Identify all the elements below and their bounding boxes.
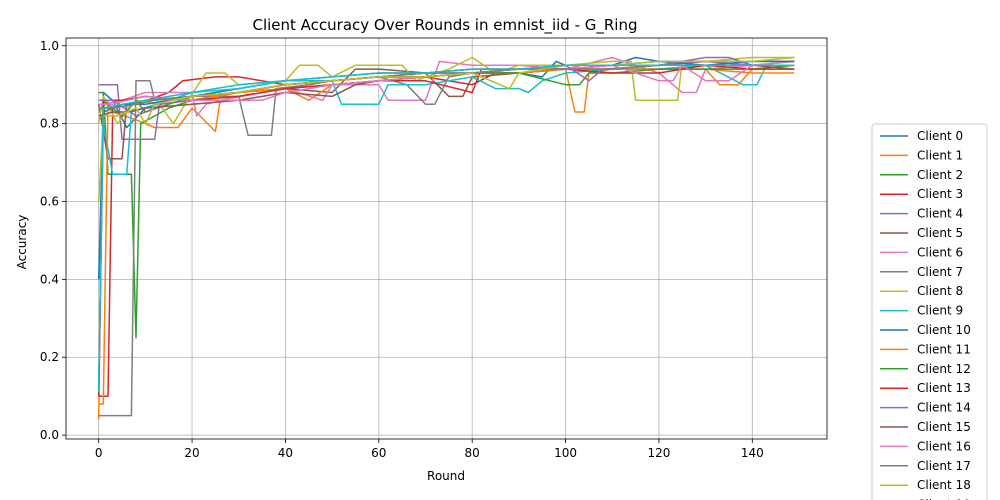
series-line-client-19 bbox=[97, 64, 795, 393]
y-tick-label: 1.0 bbox=[40, 39, 59, 53]
x-tick-label: 40 bbox=[278, 446, 293, 460]
series-line-client-3 bbox=[98, 60, 795, 397]
series-line-client-9 bbox=[97, 64, 795, 389]
x-tick-label: 100 bbox=[554, 446, 577, 460]
x-tick-label: 60 bbox=[371, 446, 386, 460]
y-tick-label: 0.4 bbox=[40, 272, 59, 286]
y-tick-label: 0.0 bbox=[40, 428, 59, 442]
series-line-client-5 bbox=[97, 64, 795, 160]
axis-ticks: 0 20 40 60 80 100 120 140 0.0 0.2 0.4 0.6 0.8 1.0 bbox=[40, 39, 764, 460]
legend-label: Client 12 bbox=[917, 362, 971, 376]
series-group bbox=[97, 56, 795, 420]
legend-label: Client 17 bbox=[917, 459, 971, 473]
legend-label: Client 19 bbox=[917, 498, 971, 500]
x-tick-label: 140 bbox=[741, 446, 764, 460]
x-axis-title: Round bbox=[427, 469, 465, 483]
legend-label: Client 5 bbox=[917, 226, 963, 240]
legend-label: Client 18 bbox=[917, 478, 971, 492]
legend-label: Client 8 bbox=[917, 284, 963, 298]
legend-label: Client 7 bbox=[917, 265, 963, 279]
x-tick-label: 0 bbox=[95, 446, 103, 460]
legend-label: Client 1 bbox=[917, 148, 963, 162]
legend-label: Client 6 bbox=[917, 245, 963, 259]
legend-label: Client 10 bbox=[917, 323, 971, 337]
y-axis-title: Accuracy bbox=[15, 215, 29, 270]
legend-label: Client 13 bbox=[917, 381, 971, 395]
series-line-client-13 bbox=[97, 64, 795, 397]
series-line-client-1 bbox=[97, 64, 795, 420]
grid bbox=[66, 38, 827, 439]
legend-label: Client 14 bbox=[917, 401, 971, 415]
plot-frame bbox=[65, 37, 828, 440]
legend-label: Client 3 bbox=[917, 187, 963, 201]
legend-label: Client 16 bbox=[917, 439, 971, 453]
legend-label: Client 11 bbox=[917, 342, 971, 356]
y-tick-label: 0.8 bbox=[40, 117, 59, 131]
series-line-client-6 bbox=[97, 56, 795, 397]
legend-label: Client 4 bbox=[917, 207, 963, 221]
series-line-client-7 bbox=[98, 64, 795, 417]
legend: Client 0 Client 1 Client 2 Client 3 Client 4… bbox=[871, 123, 988, 500]
legend-label: Client 9 bbox=[917, 304, 963, 318]
x-tick-label: 20 bbox=[184, 446, 199, 460]
y-tick-label: 0.2 bbox=[40, 350, 59, 364]
legend-label: Client 2 bbox=[917, 168, 963, 182]
series-line-client-8 bbox=[97, 56, 795, 125]
legend-label: Client 0 bbox=[917, 129, 963, 143]
legend-box bbox=[871, 123, 988, 500]
x-tick-label: 80 bbox=[465, 446, 480, 460]
chart-title: Client Accuracy Over Rounds in emnist_ii… bbox=[252, 16, 637, 35]
y-tick-label: 0.6 bbox=[40, 195, 59, 209]
series-line-client-18 bbox=[97, 56, 795, 202]
x-tick-label: 120 bbox=[647, 446, 670, 460]
legend-label: Client 15 bbox=[917, 420, 971, 434]
